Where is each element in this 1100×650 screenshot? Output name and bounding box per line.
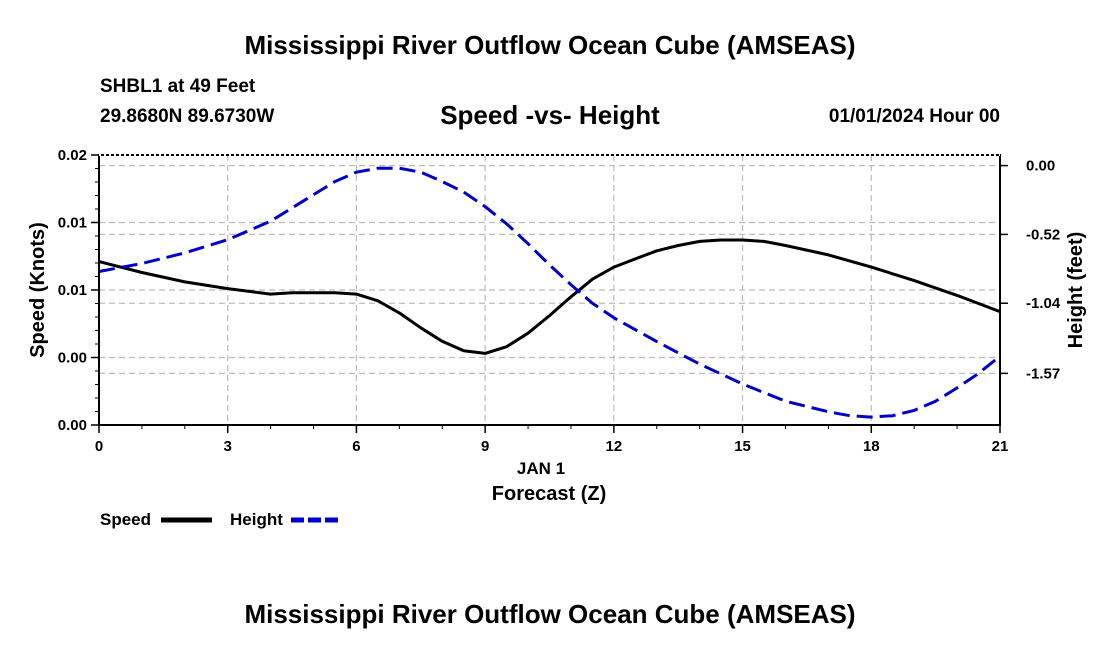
y2-tick-label: -0.52 xyxy=(1026,226,1060,243)
y-tick-label: 0.00 xyxy=(58,350,87,367)
datetime-label: 01/01/2024 Hour 00 xyxy=(828,106,1000,127)
x-axis-label: Forecast (Z) xyxy=(492,483,606,505)
y-tick-label: 0.01 xyxy=(58,282,87,299)
main-title: Mississippi River Outflow Ocean Cube (AM… xyxy=(244,30,856,60)
x-tick-label: 9 xyxy=(481,438,489,455)
y-tick-label: 0.02 xyxy=(58,147,87,164)
y2-tick-label: 0.00 xyxy=(1026,158,1055,175)
y2-axis-label: Height (feet) xyxy=(1065,232,1087,349)
x-tick-label: 0 xyxy=(95,438,103,455)
x-sublabel: JAN 1 xyxy=(517,459,565,478)
chart-title: Speed -vs- Height xyxy=(440,100,660,130)
y2-tick-label: -1.04 xyxy=(1026,295,1061,312)
x-tick-label: 18 xyxy=(863,438,880,455)
legend: Speed Height xyxy=(100,510,342,529)
y-axis-label: Speed (Knots) xyxy=(27,222,49,358)
legend-height-label: Height xyxy=(230,510,283,529)
axes: 0 3 6 9 12 15 18 21 0.00 0.00 0.01 0.01 0.02 0.00 -0.5… xyxy=(58,147,1061,455)
x-tick-label: 21 xyxy=(992,438,1009,455)
y-tick-label: 0.01 xyxy=(58,215,87,232)
station-label: SHBL1 at 49 Feet xyxy=(100,76,256,97)
x-tick-label: 15 xyxy=(734,438,751,455)
x-tick-label: 3 xyxy=(224,438,232,455)
series-layer xyxy=(98,166,1001,419)
legend-speed-label: Speed xyxy=(100,510,151,529)
series-height-line xyxy=(98,166,1001,419)
y2-tick-label: -1.57 xyxy=(1026,365,1060,382)
footer-title: Mississippi River Outflow Ocean Cube (AM… xyxy=(244,599,856,629)
x-tick-label: 12 xyxy=(606,438,623,455)
x-tick-label: 6 xyxy=(352,438,360,455)
series-speed-line xyxy=(98,238,1001,355)
coordinates-label: 29.8680N 89.6730W xyxy=(100,106,275,127)
y-tick-label: 0.00 xyxy=(58,417,87,434)
